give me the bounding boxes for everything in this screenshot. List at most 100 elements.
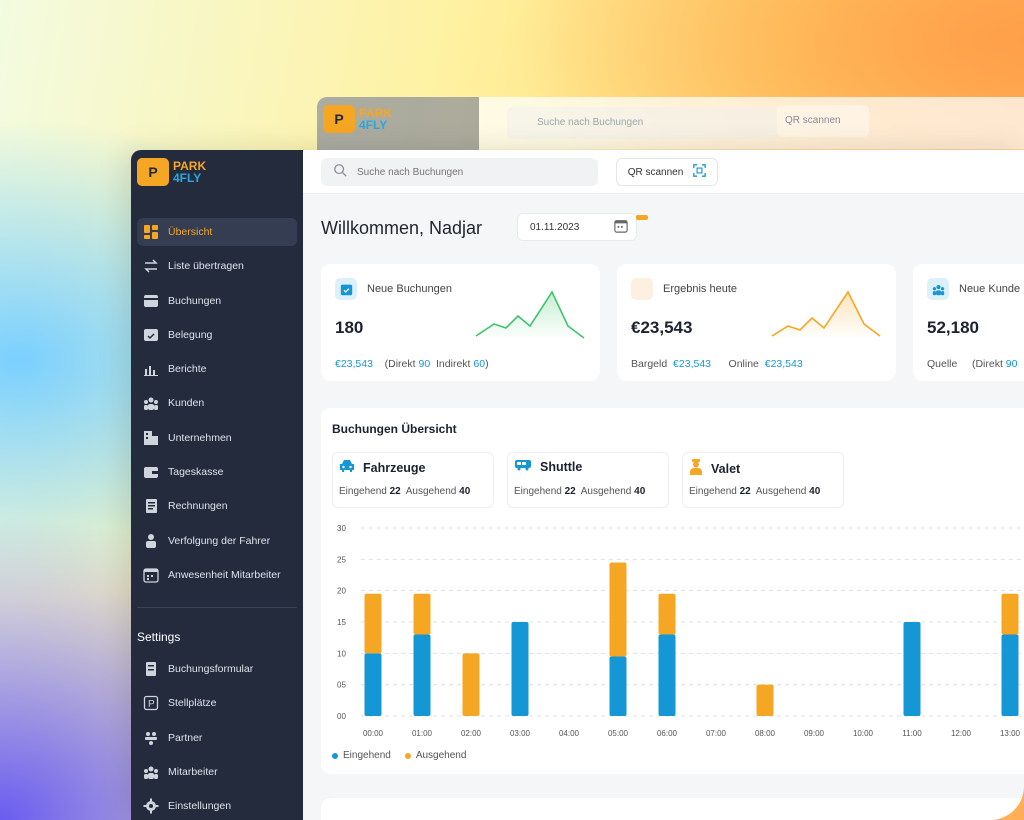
- stat-footer: Eingehend 22 Ausgehend 40: [339, 486, 470, 497]
- search-input[interactable]: [357, 166, 577, 178]
- stat-value: 22: [389, 486, 401, 497]
- staff-icon: [143, 764, 159, 780]
- footer-value: 90: [418, 358, 431, 370]
- gear-icon: [143, 798, 159, 814]
- card-value: €23,543: [631, 318, 693, 337]
- card-footer: €23,543 (Direkt 90 Indirekt 60): [335, 358, 489, 370]
- stat-shuttle[interactable]: Shuttle Eingehend 22 Ausgehend 40: [507, 452, 669, 508]
- background-qr: QR scannen: [777, 105, 869, 137]
- customers-icon: [927, 278, 949, 300]
- stat-title: Fahrzeuge: [363, 460, 426, 475]
- stat-value: 40: [459, 486, 471, 497]
- y-tick-label: 10: [337, 649, 346, 658]
- stat-label: Ausgehend: [755, 486, 807, 497]
- x-tick-label: 08:00: [755, 729, 776, 738]
- sidebar-item-label: Mitarbeiter: [168, 765, 218, 778]
- sidebar-item-partner[interactable]: Partner: [137, 724, 297, 752]
- car-icon: [339, 459, 355, 476]
- sidebar-item-stellplaetze[interactable]: P Stellplätze: [137, 689, 297, 717]
- sidebar-item-unternehmen[interactable]: Unternehmen: [137, 424, 297, 452]
- stat-head: Valet: [689, 459, 740, 478]
- card-head: Neue Buchungen: [335, 278, 452, 300]
- bar-eingehend: [609, 656, 627, 716]
- footer-value: 60: [473, 358, 486, 370]
- sidebar-item-berichte[interactable]: Berichte: [137, 355, 297, 383]
- main-nav: Übersicht Liste übertragen Buchungen Bel…: [137, 218, 297, 595]
- svg-text:P: P: [148, 699, 155, 710]
- stat-fahrzeuge[interactable]: Fahrzeuge Eingehend 22 Ausgehend 40: [332, 452, 494, 508]
- driver-icon: [143, 533, 159, 549]
- sidebar-item-liste[interactable]: Liste übertragen: [137, 252, 297, 280]
- footer-value: €23,543: [673, 358, 712, 370]
- logo-line2: 4FLY: [173, 171, 202, 185]
- sidebar-item-tageskasse[interactable]: Tageskasse: [137, 458, 297, 486]
- transfer-icon: [143, 258, 159, 274]
- bar-ausgehend: [756, 684, 774, 716]
- card-title: Ergebnis heute: [663, 283, 737, 295]
- legend-label: Ausgehend: [415, 750, 467, 761]
- sidebar-item-label: Übersicht: [168, 226, 213, 238]
- card-neue-kunde: Neue Kunde 52,180 Quelle (Direkt 90: [913, 264, 1024, 381]
- footer-value: 90: [1005, 358, 1018, 370]
- sidebar-item-belegung[interactable]: Belegung: [137, 321, 297, 349]
- topbar: QR scannen: [303, 150, 1024, 194]
- parking-icon: P: [143, 695, 159, 711]
- stat-value: 22: [739, 486, 751, 497]
- sidebar: P PARK 4FLY Übersicht Liste übertragen Bu…: [131, 150, 303, 820]
- form-icon: [143, 661, 159, 677]
- sidebar-item-uebersicht[interactable]: Übersicht: [137, 218, 297, 246]
- calendar-icon: [614, 219, 628, 236]
- sidebar-item-einstellungen[interactable]: Einstellungen: [137, 792, 297, 820]
- footer-label: Quelle: [927, 358, 958, 370]
- qr-label: QR scannen: [627, 166, 684, 178]
- footer-label: (Direkt: [971, 358, 1003, 370]
- sidebar-item-anwesenheit[interactable]: Anwesenheit Mitarbeiter: [137, 561, 297, 589]
- y-tick-label: 15: [337, 618, 346, 627]
- sidebar-item-label: Buchungen: [168, 294, 222, 307]
- x-tick-label: 12:00: [951, 729, 972, 738]
- y-tick-label: 05: [337, 681, 346, 690]
- valet-person-icon: [689, 459, 703, 478]
- sidebar-item-mitarbeiter[interactable]: Mitarbeiter: [137, 758, 297, 786]
- x-tick-label: 09:00: [804, 729, 825, 738]
- shuttle-bus-icon: [514, 459, 532, 474]
- date-value: 01.11.2023: [530, 221, 580, 233]
- bar-ausgehend: [658, 593, 676, 635]
- search-box[interactable]: [321, 158, 598, 186]
- x-tick-label: 04:00: [559, 729, 580, 738]
- stat-footer: Eingehend 22 Ausgehend 40: [689, 486, 820, 497]
- bar-ausgehend: [364, 593, 382, 654]
- sidebar-item-kunden[interactable]: Kunden: [137, 389, 297, 417]
- stat-footer: Eingehend 22 Ausgehend 40: [514, 486, 645, 497]
- stat-valet[interactable]: Valet Eingehend 22 Ausgehend 40: [682, 452, 844, 508]
- sidebar-item-rechnungen[interactable]: Rechnungen: [137, 492, 297, 520]
- logo[interactable]: P PARK 4FLY: [137, 158, 206, 186]
- chart-legend: Eingehend Ausgehend: [332, 750, 466, 761]
- legend-dot: [332, 752, 338, 759]
- footer-label: Indirekt: [436, 358, 471, 370]
- x-tick-label: 01:00: [412, 729, 433, 738]
- dashboard-icon: [143, 224, 159, 240]
- y-tick-label: 00: [337, 712, 346, 721]
- qr-scan-button[interactable]: QR scannen: [616, 158, 718, 186]
- sparkline-orange: [771, 290, 881, 340]
- y-tick-label: 25: [337, 555, 346, 564]
- sidebar-item-label: Buchungsformular: [168, 663, 254, 675]
- bookings-icon: [143, 293, 159, 309]
- stat-label: Ausgehend: [405, 486, 457, 497]
- sidebar-item-buchungsformular[interactable]: Buchungsformular: [137, 655, 297, 683]
- legend-item-out: Ausgehend: [404, 750, 467, 761]
- legend-label: Eingehend: [343, 750, 391, 761]
- card-neue-buchungen: Neue Buchungen 180 €23,543 (Direkt 90 In…: [321, 264, 600, 381]
- settings-title: Settings: [137, 630, 181, 644]
- date-picker[interactable]: 01.11.2023: [517, 213, 637, 241]
- sidebar-item-verfolgung[interactable]: Verfolgung der Fahrer: [137, 527, 297, 555]
- result-icon: [631, 278, 653, 300]
- bookings-overview-panel: Buchungen Übersicht Fahrzeuge Eingehend …: [321, 408, 1024, 774]
- sidebar-item-label: Anwesenheit Mitarbeiter: [168, 568, 281, 581]
- sidebar-item-label: Unternehmen: [168, 431, 232, 444]
- invoice-icon: [143, 498, 159, 514]
- stat-label: Eingehend: [514, 486, 562, 497]
- stat-value: 40: [634, 486, 646, 497]
- sidebar-item-buchungen[interactable]: Buchungen: [137, 287, 297, 315]
